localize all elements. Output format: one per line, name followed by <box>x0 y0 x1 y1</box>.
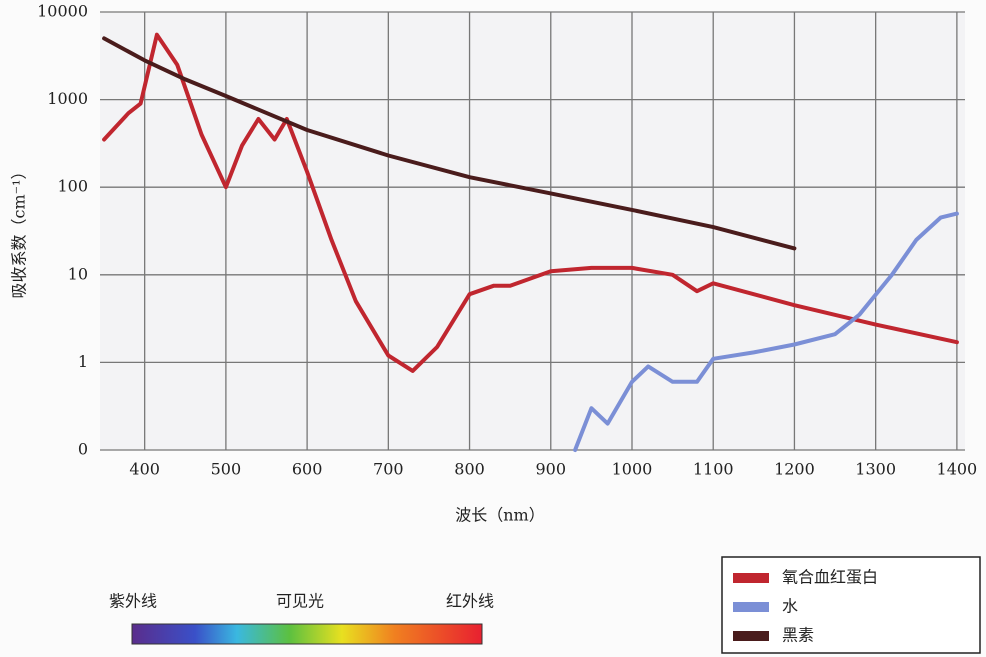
y-axis-label: 吸收系数（cm⁻¹） <box>10 164 29 299</box>
spectrum-label: 可见光 <box>276 592 324 611</box>
x-tick-label: 600 <box>292 460 323 479</box>
series-line <box>573 211 959 452</box>
x-tick-label: 900 <box>536 460 567 479</box>
y-tick-label: 100 <box>57 177 88 196</box>
legend-label: 水 <box>782 597 798 616</box>
y-tick-label: 10000 <box>37 2 88 21</box>
x-axis-label: 波长（nm） <box>455 506 544 525</box>
spectrum-bar <box>131 623 483 645</box>
series-line <box>102 32 959 373</box>
y-tick-label: 1000 <box>47 89 88 108</box>
series-line <box>102 36 797 251</box>
x-tick-label: 500 <box>211 460 242 479</box>
y-tick-label: 0 <box>78 440 88 459</box>
legend-label: 氧合血红蛋白 <box>782 568 878 587</box>
plot-area <box>100 12 965 450</box>
spectrum-label: 红外线 <box>446 592 494 611</box>
legend-swatch <box>733 602 769 612</box>
x-tick-label: 400 <box>129 460 160 479</box>
legend-swatch <box>733 573 769 583</box>
x-tick-label: 700 <box>373 460 404 479</box>
x-tick-label: 800 <box>454 460 485 479</box>
y-tick-label: 10 <box>68 264 88 283</box>
x-tick-label: 1400 <box>937 460 978 479</box>
legend-swatch <box>733 631 769 641</box>
y-tick-label: 1 <box>78 352 88 371</box>
x-tick-label: 1000 <box>612 460 653 479</box>
spectrum-label: 紫外线 <box>109 592 157 611</box>
x-tick-label: 1200 <box>774 460 815 479</box>
legend-label: 黑素 <box>782 626 814 645</box>
x-tick-label: 1300 <box>855 460 896 479</box>
x-tick-label: 1100 <box>693 460 734 479</box>
